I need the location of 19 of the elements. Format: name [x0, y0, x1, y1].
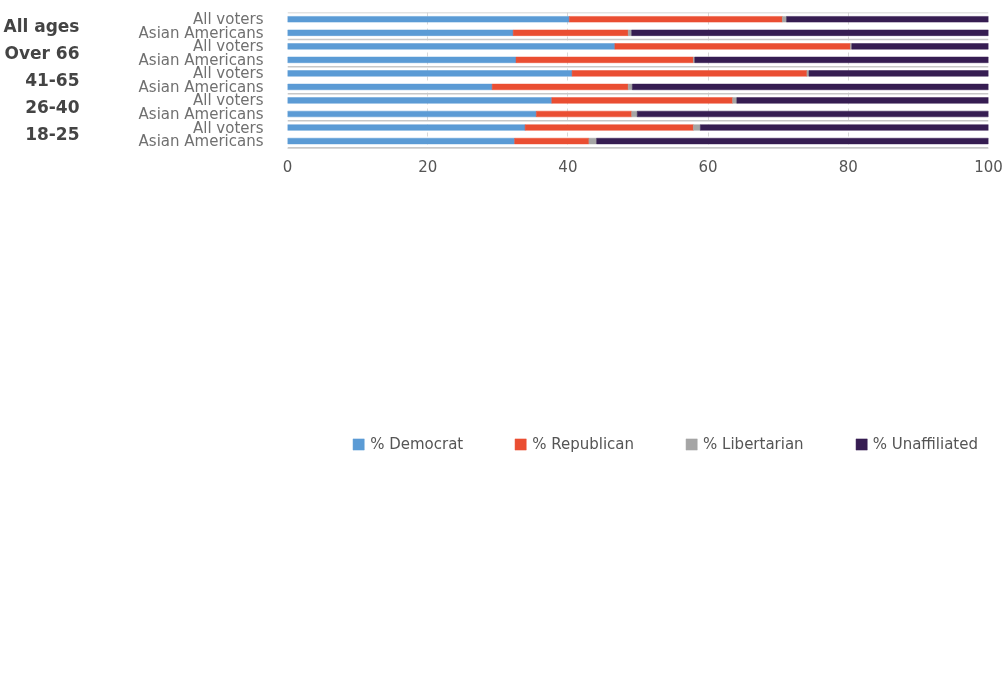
text: All ages	[3, 16, 80, 37]
legend-label: % Libertarian	[703, 435, 804, 453]
text: 18-25	[25, 124, 80, 145]
y-tick-label: All voters	[192, 10, 264, 29]
legend-label: % Democrat	[370, 435, 464, 453]
x-tick-label: 60	[698, 157, 718, 176]
x-tick-label: 100	[974, 157, 1003, 176]
x-tick-label: 80	[838, 157, 858, 176]
x-tick-label: 20	[418, 157, 438, 176]
x-tick-label: 40	[558, 157, 578, 176]
text: Over 66	[4, 43, 80, 64]
text: 41-65	[25, 70, 80, 91]
legend-label: % Unaffiliated	[872, 435, 978, 453]
y-tick-label: All voters	[192, 64, 264, 83]
text: 26-40	[25, 97, 80, 118]
x-tick-label: 0	[282, 157, 293, 176]
legend-label: % Republican	[532, 435, 635, 453]
y-tick-label: All voters	[192, 37, 264, 56]
y-tick-label: All voters	[192, 91, 264, 110]
